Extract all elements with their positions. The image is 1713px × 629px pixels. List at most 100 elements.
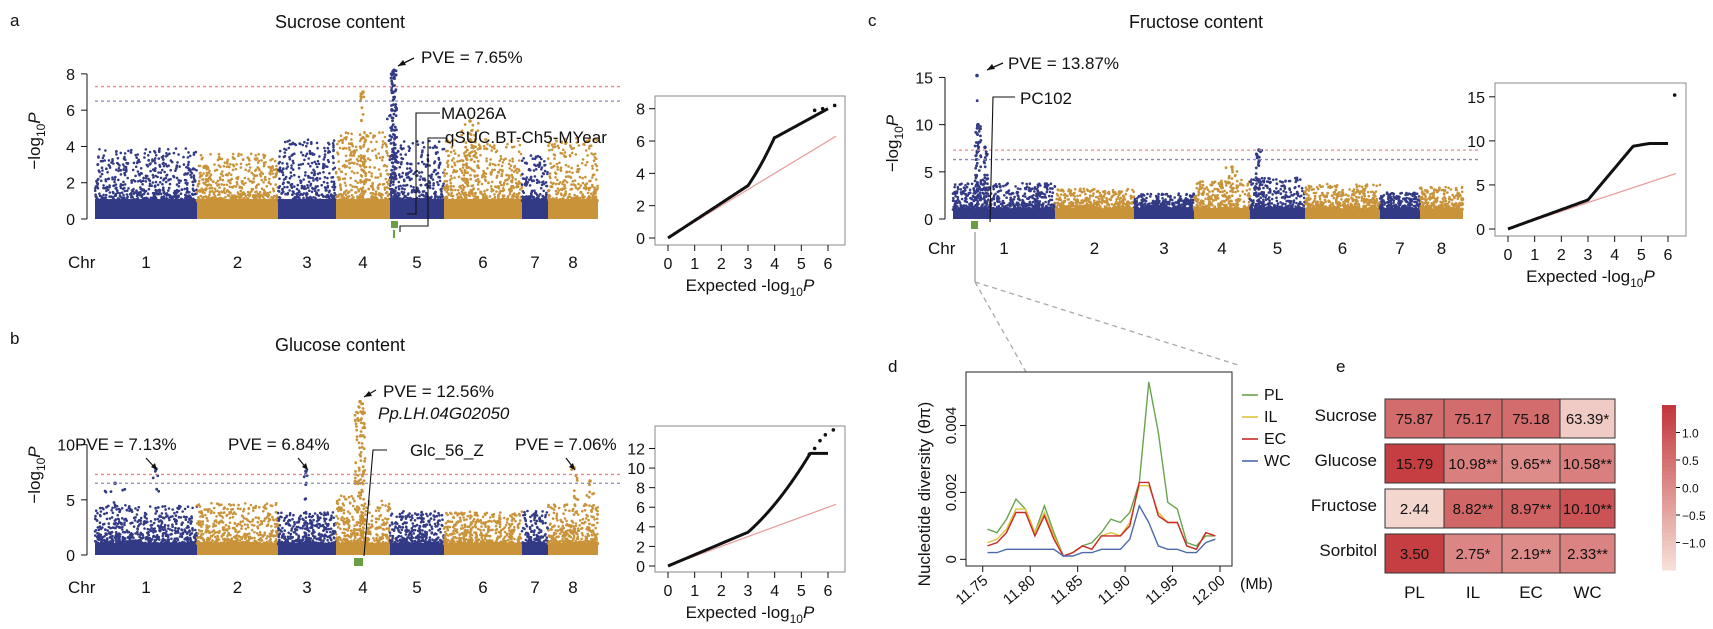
- snp-point: [177, 527, 181, 530]
- snp-point: [231, 186, 234, 189]
- snp-point: [438, 176, 442, 179]
- snp-point: [564, 155, 568, 158]
- snp-point: [345, 135, 348, 139]
- snp-point: [576, 168, 580, 171]
- snp-point: [473, 138, 477, 141]
- snp-point: [344, 184, 348, 187]
- snp-point: [386, 154, 390, 157]
- snp-point: [285, 162, 289, 165]
- snp-point: [319, 537, 322, 541]
- snp-point: [188, 199, 191, 202]
- snp-point: [375, 140, 378, 144]
- snp-point: [177, 189, 181, 193]
- snp-point: [596, 186, 599, 190]
- snp-point: [279, 541, 283, 545]
- snp-point: [509, 199, 513, 202]
- snp-point: [206, 510, 210, 513]
- snp-point: [436, 171, 440, 175]
- snp-point: [174, 514, 178, 517]
- snp-point: [195, 199, 199, 203]
- snp-point: [140, 188, 144, 191]
- snp-point: [549, 185, 553, 189]
- snp-point: [322, 513, 326, 517]
- snp-point: [136, 180, 140, 183]
- snp-point: [373, 539, 376, 542]
- snp-point: [241, 520, 245, 523]
- snp-point: [131, 168, 135, 172]
- snp-point: [434, 168, 437, 172]
- snp-point: [284, 177, 287, 180]
- snp-point: [167, 516, 171, 520]
- snp-point: [593, 152, 597, 156]
- snp-point: [228, 521, 232, 524]
- snp-point: [126, 541, 129, 544]
- snp-point: [134, 165, 138, 169]
- snp-point: [114, 193, 118, 197]
- snp-point: [498, 192, 502, 195]
- snp-point: [564, 192, 567, 195]
- snp-point: [213, 196, 216, 200]
- chromosome-4-snps: [334, 131, 392, 219]
- snp-point: [554, 182, 558, 186]
- snp-point: [230, 508, 233, 511]
- snp-point: [316, 165, 319, 169]
- snp-point: [297, 520, 301, 524]
- snp-point: [226, 174, 229, 177]
- snp-point: [247, 537, 251, 540]
- snp-point: [543, 160, 546, 163]
- snp-point: [336, 142, 339, 146]
- snp-point: [358, 164, 362, 167]
- snp-point: [98, 170, 101, 174]
- chromosome-5-snps: [388, 139, 446, 219]
- chr-label: 1: [141, 253, 150, 272]
- snp-point: [141, 533, 145, 537]
- snp-point: [332, 144, 335, 147]
- snp-point: [570, 183, 573, 186]
- snp-point: [206, 541, 210, 545]
- snp-point: [377, 517, 381, 521]
- snp-point: [512, 186, 516, 189]
- snp-point: [227, 190, 231, 194]
- snp-point: [266, 523, 270, 526]
- snp-point: [253, 524, 256, 527]
- snp-point: [306, 186, 310, 189]
- snp-point: [470, 143, 474, 147]
- snp-point: [175, 164, 179, 167]
- snp-point: [304, 154, 308, 158]
- snp-point: [511, 160, 514, 163]
- snp-point: [398, 197, 402, 200]
- snp-point: [249, 503, 253, 507]
- snp-point: [393, 109, 397, 113]
- snp-point: [532, 169, 536, 172]
- snp-point: [465, 162, 468, 166]
- snp-point: [297, 175, 301, 179]
- snp-point: [404, 184, 407, 187]
- snp-point: [332, 536, 336, 539]
- snp-point: [336, 175, 340, 179]
- snp-point: [399, 144, 403, 147]
- snp-point: [359, 146, 363, 150]
- snp-point: [149, 520, 153, 523]
- snp-point: [312, 196, 315, 199]
- snp-point: [145, 535, 149, 539]
- snp-point: [125, 519, 128, 522]
- snp-point: [286, 165, 290, 168]
- snp-point: [115, 508, 118, 511]
- snp-point: [482, 171, 486, 174]
- snp-point: [301, 535, 305, 539]
- snp-point: [508, 159, 512, 162]
- snp-point: [142, 179, 145, 182]
- snp-point: [146, 531, 149, 535]
- snp-point: [222, 183, 226, 187]
- snp-point: [522, 191, 525, 194]
- snp-point: [468, 199, 471, 203]
- snp-point: [359, 178, 362, 182]
- snp-point: [99, 542, 102, 546]
- snp-point: [402, 140, 406, 143]
- snp-point: [544, 181, 548, 184]
- snp-point: [207, 539, 211, 542]
- snp-band: [444, 199, 522, 219]
- snp-point: [188, 154, 192, 158]
- snp-point: [175, 522, 178, 525]
- snp-point: [292, 190, 295, 194]
